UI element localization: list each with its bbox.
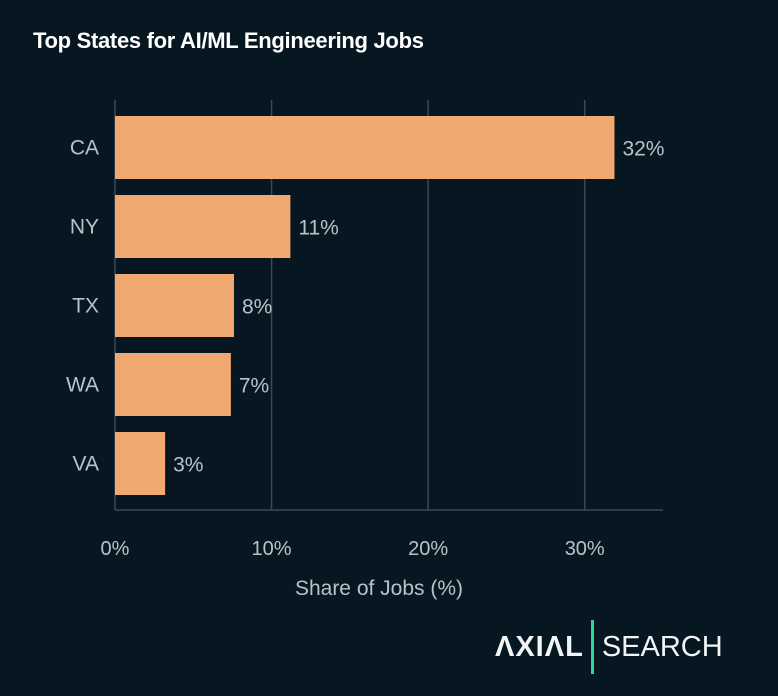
x-axis-title: Share of Jobs (%) (295, 577, 463, 600)
logo-wordmark-axial: ΛXIΛL (495, 630, 584, 663)
x-tick-label: 20% (408, 538, 448, 560)
bar-ca (115, 116, 615, 179)
x-tick-label: 0% (101, 538, 130, 560)
bar-ny (115, 195, 291, 258)
bar-va (115, 432, 166, 495)
data-label: 3% (173, 454, 203, 477)
y-tick-label: TX (72, 295, 99, 318)
data-label: 32% (622, 138, 664, 161)
logo-wordmark-search: SEARCH (601, 630, 723, 663)
x-tick-label: 30% (565, 538, 605, 560)
y-tick-label: CA (70, 137, 99, 160)
y-tick-label: WA (66, 374, 99, 397)
y-tick-label: VA (73, 453, 99, 476)
chart-title: Top States for AI/ML Engineering Jobs (33, 28, 424, 53)
axial-search-logo: ΛXIΛL SEARCH (495, 620, 723, 674)
data-label: 11% (298, 217, 338, 240)
bar-tx (115, 274, 234, 337)
data-label: 7% (239, 375, 269, 398)
x-tick-label: 10% (252, 538, 292, 560)
logo-divider (590, 620, 594, 674)
data-label: 8% (242, 296, 272, 319)
bar-wa (115, 353, 231, 416)
y-tick-label: NY (70, 216, 99, 239)
